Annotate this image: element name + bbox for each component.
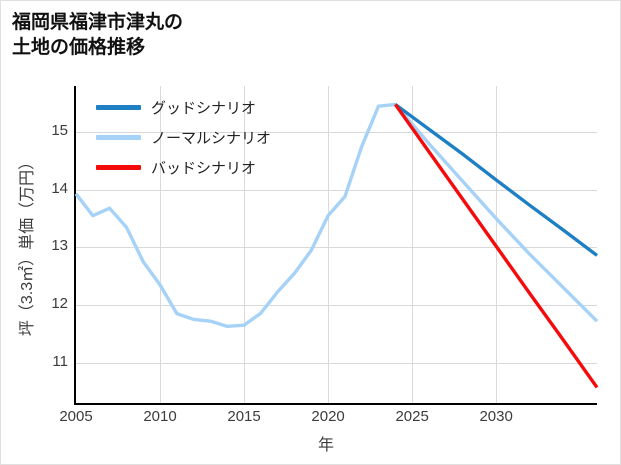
legend-label: グッドシナリオ — [151, 100, 257, 117]
x-tick-label: 2015 — [227, 408, 261, 425]
x-tick-label: 2020 — [311, 408, 345, 425]
legend-label: ノーマルシナリオ — [151, 130, 272, 147]
x-axis-label: 年 — [317, 437, 335, 454]
x-axis-line — [74, 403, 597, 405]
series-lines — [74, 102, 599, 389]
y-axis-line — [74, 86, 76, 404]
plot-area: 11 12 13 14 15 2005 2010 2015 2020 2025 2030 坪（3.… — [19, 86, 599, 454]
y-tick-label: 13 — [51, 237, 68, 255]
gridline-vertical — [328, 86, 329, 403]
legend-item[interactable]: バッドシナリオ — [96, 157, 271, 178]
y-axis-label: 坪（3.3㎡）単価（万円） — [19, 153, 36, 336]
gridline-vertical — [244, 86, 245, 403]
legend-swatch-icon — [96, 135, 141, 140]
y-tick-label: 14 — [51, 179, 68, 197]
legend-swatch-icon — [96, 105, 141, 110]
legend-swatch-icon — [96, 165, 141, 170]
x-tick-label: 2010 — [143, 408, 177, 425]
plot-background — [76, 86, 597, 403]
y-tick-label: 12 — [51, 295, 68, 313]
gridline-horizontal — [76, 132, 597, 133]
x-tick-label: 2030 — [479, 408, 513, 425]
legend-item[interactable]: グッドシナリオ — [96, 97, 271, 118]
gridline-vertical — [160, 86, 161, 403]
series-line — [394, 103, 599, 257]
x-tick-label: 2005 — [59, 408, 93, 425]
y-axis-label-wrap: 坪（3.3㎡）単価（万円） — [10, 86, 40, 403]
page-title: 福岡県福津市津丸の 土地の価格推移 — [12, 12, 184, 59]
series-line — [74, 102, 599, 329]
series-line — [393, 103, 599, 389]
gridline-vertical — [412, 86, 413, 403]
gridline-horizontal — [76, 305, 597, 306]
gridline-horizontal — [76, 190, 597, 191]
y-tick-label: 15 — [51, 122, 68, 140]
gridline-horizontal — [76, 247, 597, 248]
x-tick-label: 2025 — [395, 408, 429, 425]
gridline-horizontal — [76, 363, 597, 364]
legend-item[interactable]: ノーマルシナリオ — [96, 127, 271, 148]
y-tick-label: 11 — [52, 352, 68, 370]
legend: グッドシナリオ ノーマルシナリオ バッドシナリオ — [96, 97, 271, 178]
legend-label: バッドシナリオ — [151, 160, 257, 177]
